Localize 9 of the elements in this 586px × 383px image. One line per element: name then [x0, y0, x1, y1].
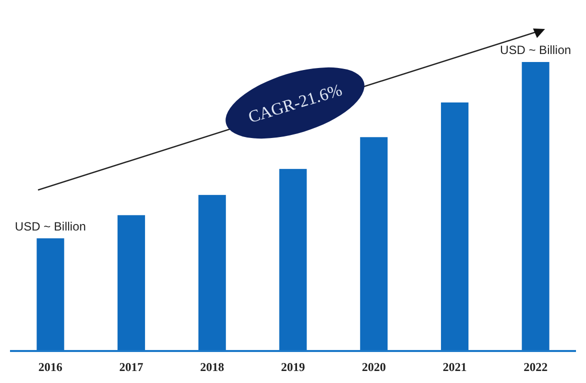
- x-tick-label: 2021: [442, 360, 467, 374]
- text: USD ~ Billion: [500, 43, 572, 57]
- annotation: USD ~ Billion: [14, 219, 86, 234]
- x-tick-label: 2022: [524, 360, 548, 374]
- x-tick-label: 2020: [362, 360, 386, 374]
- x-tick-label: 2017: [119, 360, 144, 374]
- x-tick-label: 2018: [200, 360, 224, 374]
- x-tick-label: 2019: [281, 360, 305, 374]
- x-tick-label: 2016: [38, 360, 62, 374]
